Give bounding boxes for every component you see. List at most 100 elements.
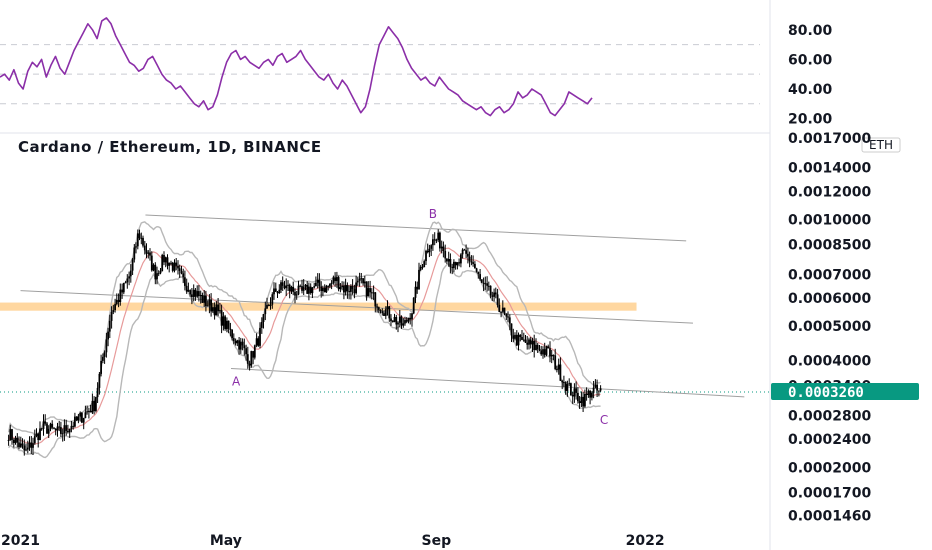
candle-246	[437, 229, 440, 243]
candle-body-102	[185, 285, 188, 292]
candle-27	[54, 428, 57, 436]
candle-body-125	[226, 320, 228, 329]
candle-body-116	[210, 299, 212, 312]
candle-body-333	[589, 390, 591, 398]
x-axis: 2021 May Sep 2022	[1, 533, 665, 549]
wave-label-b: B	[429, 207, 437, 221]
candle-304	[538, 345, 541, 352]
candle-208	[370, 288, 373, 300]
candle-292	[517, 332, 520, 351]
candle-body-20	[42, 421, 45, 429]
candle-214	[381, 308, 384, 316]
candle-46	[88, 407, 90, 419]
oscillator-line	[0, 17, 593, 117]
candle-body-96	[175, 262, 178, 266]
candle-55	[103, 350, 106, 364]
candle-body-6	[18, 442, 20, 448]
candle-96	[175, 258, 178, 271]
candle-body-234	[416, 286, 419, 290]
candle-body-55	[103, 352, 106, 357]
candle-body-268	[475, 268, 478, 272]
candle-333	[589, 389, 591, 405]
candle-body-338	[598, 390, 600, 392]
candle-242	[430, 244, 433, 256]
candle-body-149	[267, 304, 270, 306]
candle-286	[507, 311, 509, 323]
candle-body-255	[453, 261, 455, 269]
candle-body-303	[536, 344, 539, 350]
candle-66	[122, 282, 125, 295]
candle-224	[398, 310, 401, 328]
price-tick-3: 0.0010000	[788, 212, 872, 228]
candle-173	[309, 283, 312, 295]
candle-85	[156, 266, 158, 285]
candle-222	[395, 314, 398, 330]
candle-307	[543, 342, 546, 358]
candle-body-210	[374, 292, 377, 307]
candle-body-225	[400, 316, 403, 326]
candle-body-25	[51, 423, 54, 428]
candle-128	[231, 329, 233, 341]
candle-138	[248, 360, 251, 371]
candle-body-150	[269, 304, 272, 306]
candle-body-246	[437, 232, 440, 241]
candle-116	[210, 293, 212, 317]
candle-228	[405, 317, 408, 324]
candle-98	[178, 264, 181, 278]
candle-body-61	[114, 304, 116, 310]
candle-272	[482, 277, 485, 292]
candle-body-10	[25, 449, 27, 451]
candle-body-327	[578, 401, 581, 403]
price-tick-8: 0.0004000	[788, 354, 872, 370]
candle-body-294	[521, 337, 523, 340]
candle-body-51	[96, 387, 99, 398]
candle-277	[491, 291, 494, 301]
candle-body-298	[528, 339, 530, 345]
candle-body-110	[199, 295, 202, 297]
candle-body-170	[304, 284, 307, 287]
candle-20	[42, 414, 45, 436]
oscillator-tick-3: 20.00	[788, 112, 833, 128]
trendlines	[20, 214, 745, 398]
candle-143	[257, 336, 260, 347]
candle-body-70	[129, 270, 132, 277]
candle-290	[514, 332, 516, 341]
candle-231	[411, 313, 413, 327]
candle-body-169	[302, 286, 305, 291]
candle-306	[542, 346, 544, 359]
candle-14	[32, 437, 34, 455]
candle-body-60	[112, 310, 115, 312]
candle-body-289	[512, 335, 515, 339]
candle-114	[206, 300, 209, 307]
candle-230	[409, 313, 412, 325]
candle-95	[173, 259, 176, 273]
candle-0	[7, 434, 10, 446]
candle-body-328	[580, 396, 583, 403]
candle-body-194	[346, 285, 349, 292]
candle-body-276	[489, 285, 492, 296]
candle-body-98	[178, 268, 181, 271]
candle-body-208	[370, 292, 373, 294]
candle-body-250	[444, 251, 447, 259]
candle-body-28	[56, 426, 59, 431]
candle-body-273	[484, 283, 487, 285]
candle-266	[472, 255, 474, 267]
candle-284	[503, 307, 506, 316]
candle-body-282	[500, 311, 502, 313]
candle-body-146	[262, 314, 265, 322]
candle-body-181	[323, 287, 326, 293]
candle-65	[121, 283, 123, 299]
candle-69	[128, 271, 130, 286]
candle-body-238	[423, 261, 426, 268]
candle-body-67	[124, 282, 127, 284]
candle-136	[245, 344, 247, 361]
candle-317	[561, 379, 564, 390]
candle-166	[297, 280, 300, 296]
candle-310	[549, 341, 551, 363]
candle-119	[215, 301, 218, 316]
candle-300	[531, 337, 534, 352]
candle-320	[566, 380, 569, 397]
candle-body-186	[332, 277, 335, 283]
candle-body-297	[526, 342, 529, 345]
